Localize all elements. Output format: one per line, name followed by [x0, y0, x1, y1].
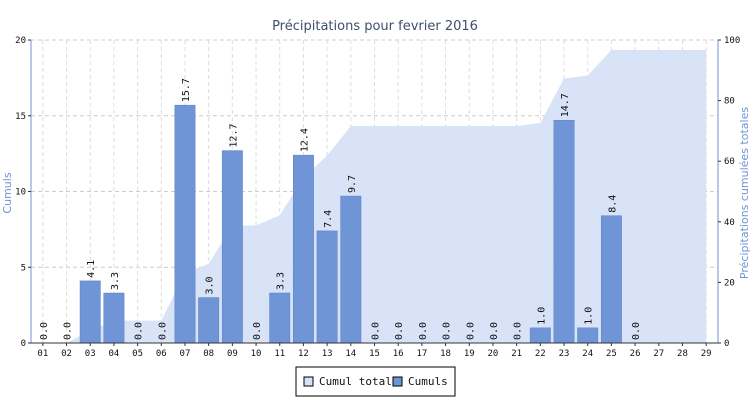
x-tick-label-20: 20	[488, 349, 499, 359]
data-label-01: 0.0	[39, 322, 50, 340]
data-label-25: 8.4	[607, 195, 618, 213]
x-tick-label-13: 13	[322, 349, 333, 359]
x-tick-label-23: 23	[559, 349, 570, 359]
data-label-21: 0.0	[513, 322, 524, 340]
y-axis-ticks: 0 5 10 15 20	[15, 36, 31, 349]
x-tick-label-09: 09	[227, 349, 238, 359]
x-tick-label-22: 22	[535, 349, 546, 359]
data-label-07: 15.7	[181, 78, 192, 102]
x-tick-label-28: 28	[677, 349, 688, 359]
bar-11	[269, 292, 291, 344]
legend-swatch-cumul-total	[303, 376, 314, 387]
cumulative-area-layer	[42, 49, 707, 344]
data-label-03: 4.1	[86, 260, 97, 278]
legend: Cumul total Cumuls	[295, 366, 456, 397]
y2-tick-label-60: 60	[724, 157, 735, 167]
data-label-15: 0.0	[371, 322, 382, 340]
y-tick-label-15: 15	[15, 112, 26, 122]
bar-24	[577, 327, 599, 344]
y2-axis-ticks: 0 20 40 60 80 100	[718, 36, 740, 349]
bar-07	[174, 104, 196, 344]
bar-23	[553, 120, 575, 344]
data-label-12: 12.4	[299, 128, 310, 152]
y2-tick-label-20: 20	[724, 278, 735, 288]
data-label-09: 12.7	[228, 124, 239, 148]
x-tick-label-21: 21	[511, 349, 522, 359]
x-tick-label-04: 04	[108, 349, 119, 359]
bar-09	[221, 150, 243, 344]
data-labels: 0.0 0.0 4.1 3.3 0.0 0.0 15.7 3.0 12.7 0.0 3.3 12.4 7…	[39, 78, 642, 340]
x-tick-label-26: 26	[630, 349, 641, 359]
x-tick-label-24: 24	[582, 349, 593, 359]
x-tick-label-03: 03	[85, 349, 96, 359]
data-label-04: 3.3	[110, 272, 121, 290]
y-tick-label-10: 10	[15, 188, 26, 198]
chart-title: Précipitations pour fevrier 2016	[272, 19, 478, 34]
x-tick-label-19: 19	[464, 349, 475, 359]
cumul-total-area	[42, 49, 707, 344]
bar-13	[316, 230, 338, 344]
data-label-26: 0.0	[631, 322, 642, 340]
data-label-18: 0.0	[442, 322, 453, 340]
data-label-06: 0.0	[157, 322, 168, 340]
bar-03	[79, 280, 101, 344]
x-tick-label-15: 15	[369, 349, 380, 359]
x-tick-label-29: 29	[701, 349, 712, 359]
x-tick-label-25: 25	[606, 349, 617, 359]
y-axis-label: Cumuls	[1, 172, 14, 213]
x-tick-label-18: 18	[440, 349, 451, 359]
data-label-16: 0.0	[394, 322, 405, 340]
legend-box	[295, 366, 456, 397]
y2-tick-label-0: 0	[724, 339, 729, 349]
data-label-17: 0.0	[418, 322, 429, 340]
data-label-14: 9.7	[347, 175, 358, 193]
x-axis-ticks: 01 02 03 04 05 06 07 08 09 10 11 12 13 14 15 16 17 18 19 20…	[37, 343, 712, 359]
x-tick-label-07: 07	[180, 349, 191, 359]
y2-tick-label-40: 40	[724, 218, 735, 228]
legend-label-cumul-total: Cumul total	[319, 375, 392, 388]
bar-25	[600, 215, 622, 344]
y2-tick-label-80: 80	[724, 97, 735, 107]
data-label-08: 3.0	[205, 276, 216, 294]
data-label-19: 0.0	[465, 322, 476, 340]
data-label-13: 7.4	[323, 210, 334, 228]
data-label-02: 0.0	[63, 322, 74, 340]
x-tick-label-17: 17	[416, 349, 427, 359]
bar-04	[103, 292, 125, 344]
bar-14	[340, 195, 362, 344]
legend-label-cumuls: Cumuls	[408, 375, 448, 388]
data-label-22: 1.0	[536, 307, 547, 325]
x-tick-label-01: 01	[37, 349, 48, 359]
bar-layer	[79, 104, 622, 344]
bar-12	[292, 154, 314, 344]
data-label-23: 14.7	[560, 93, 571, 117]
x-tick-label-06: 06	[156, 349, 167, 359]
x-tick-label-05: 05	[132, 349, 143, 359]
data-label-05: 0.0	[134, 322, 145, 340]
x-tick-label-02: 02	[61, 349, 72, 359]
x-tick-label-27: 27	[653, 349, 664, 359]
y-tick-label-0: 0	[21, 339, 26, 349]
x-tick-label-11: 11	[274, 349, 285, 359]
x-tick-label-14: 14	[345, 349, 356, 359]
bar-22	[529, 327, 551, 344]
x-tick-label-10: 10	[251, 349, 262, 359]
x-tick-label-16: 16	[393, 349, 404, 359]
legend-swatch-cumuls	[392, 376, 403, 387]
data-label-24: 1.0	[584, 307, 595, 325]
bar-08	[198, 297, 220, 344]
x-tick-label-12: 12	[298, 349, 309, 359]
y2-axis-label: Précipitations cumulées totales	[738, 107, 750, 279]
data-label-11: 3.3	[276, 272, 287, 290]
y2-tick-label-100: 100	[724, 36, 740, 46]
y-tick-label-5: 5	[21, 263, 26, 273]
x-tick-label-08: 08	[203, 349, 214, 359]
y-tick-label-20: 20	[15, 36, 26, 46]
data-label-10: 0.0	[252, 322, 263, 340]
data-label-20: 0.0	[489, 322, 500, 340]
